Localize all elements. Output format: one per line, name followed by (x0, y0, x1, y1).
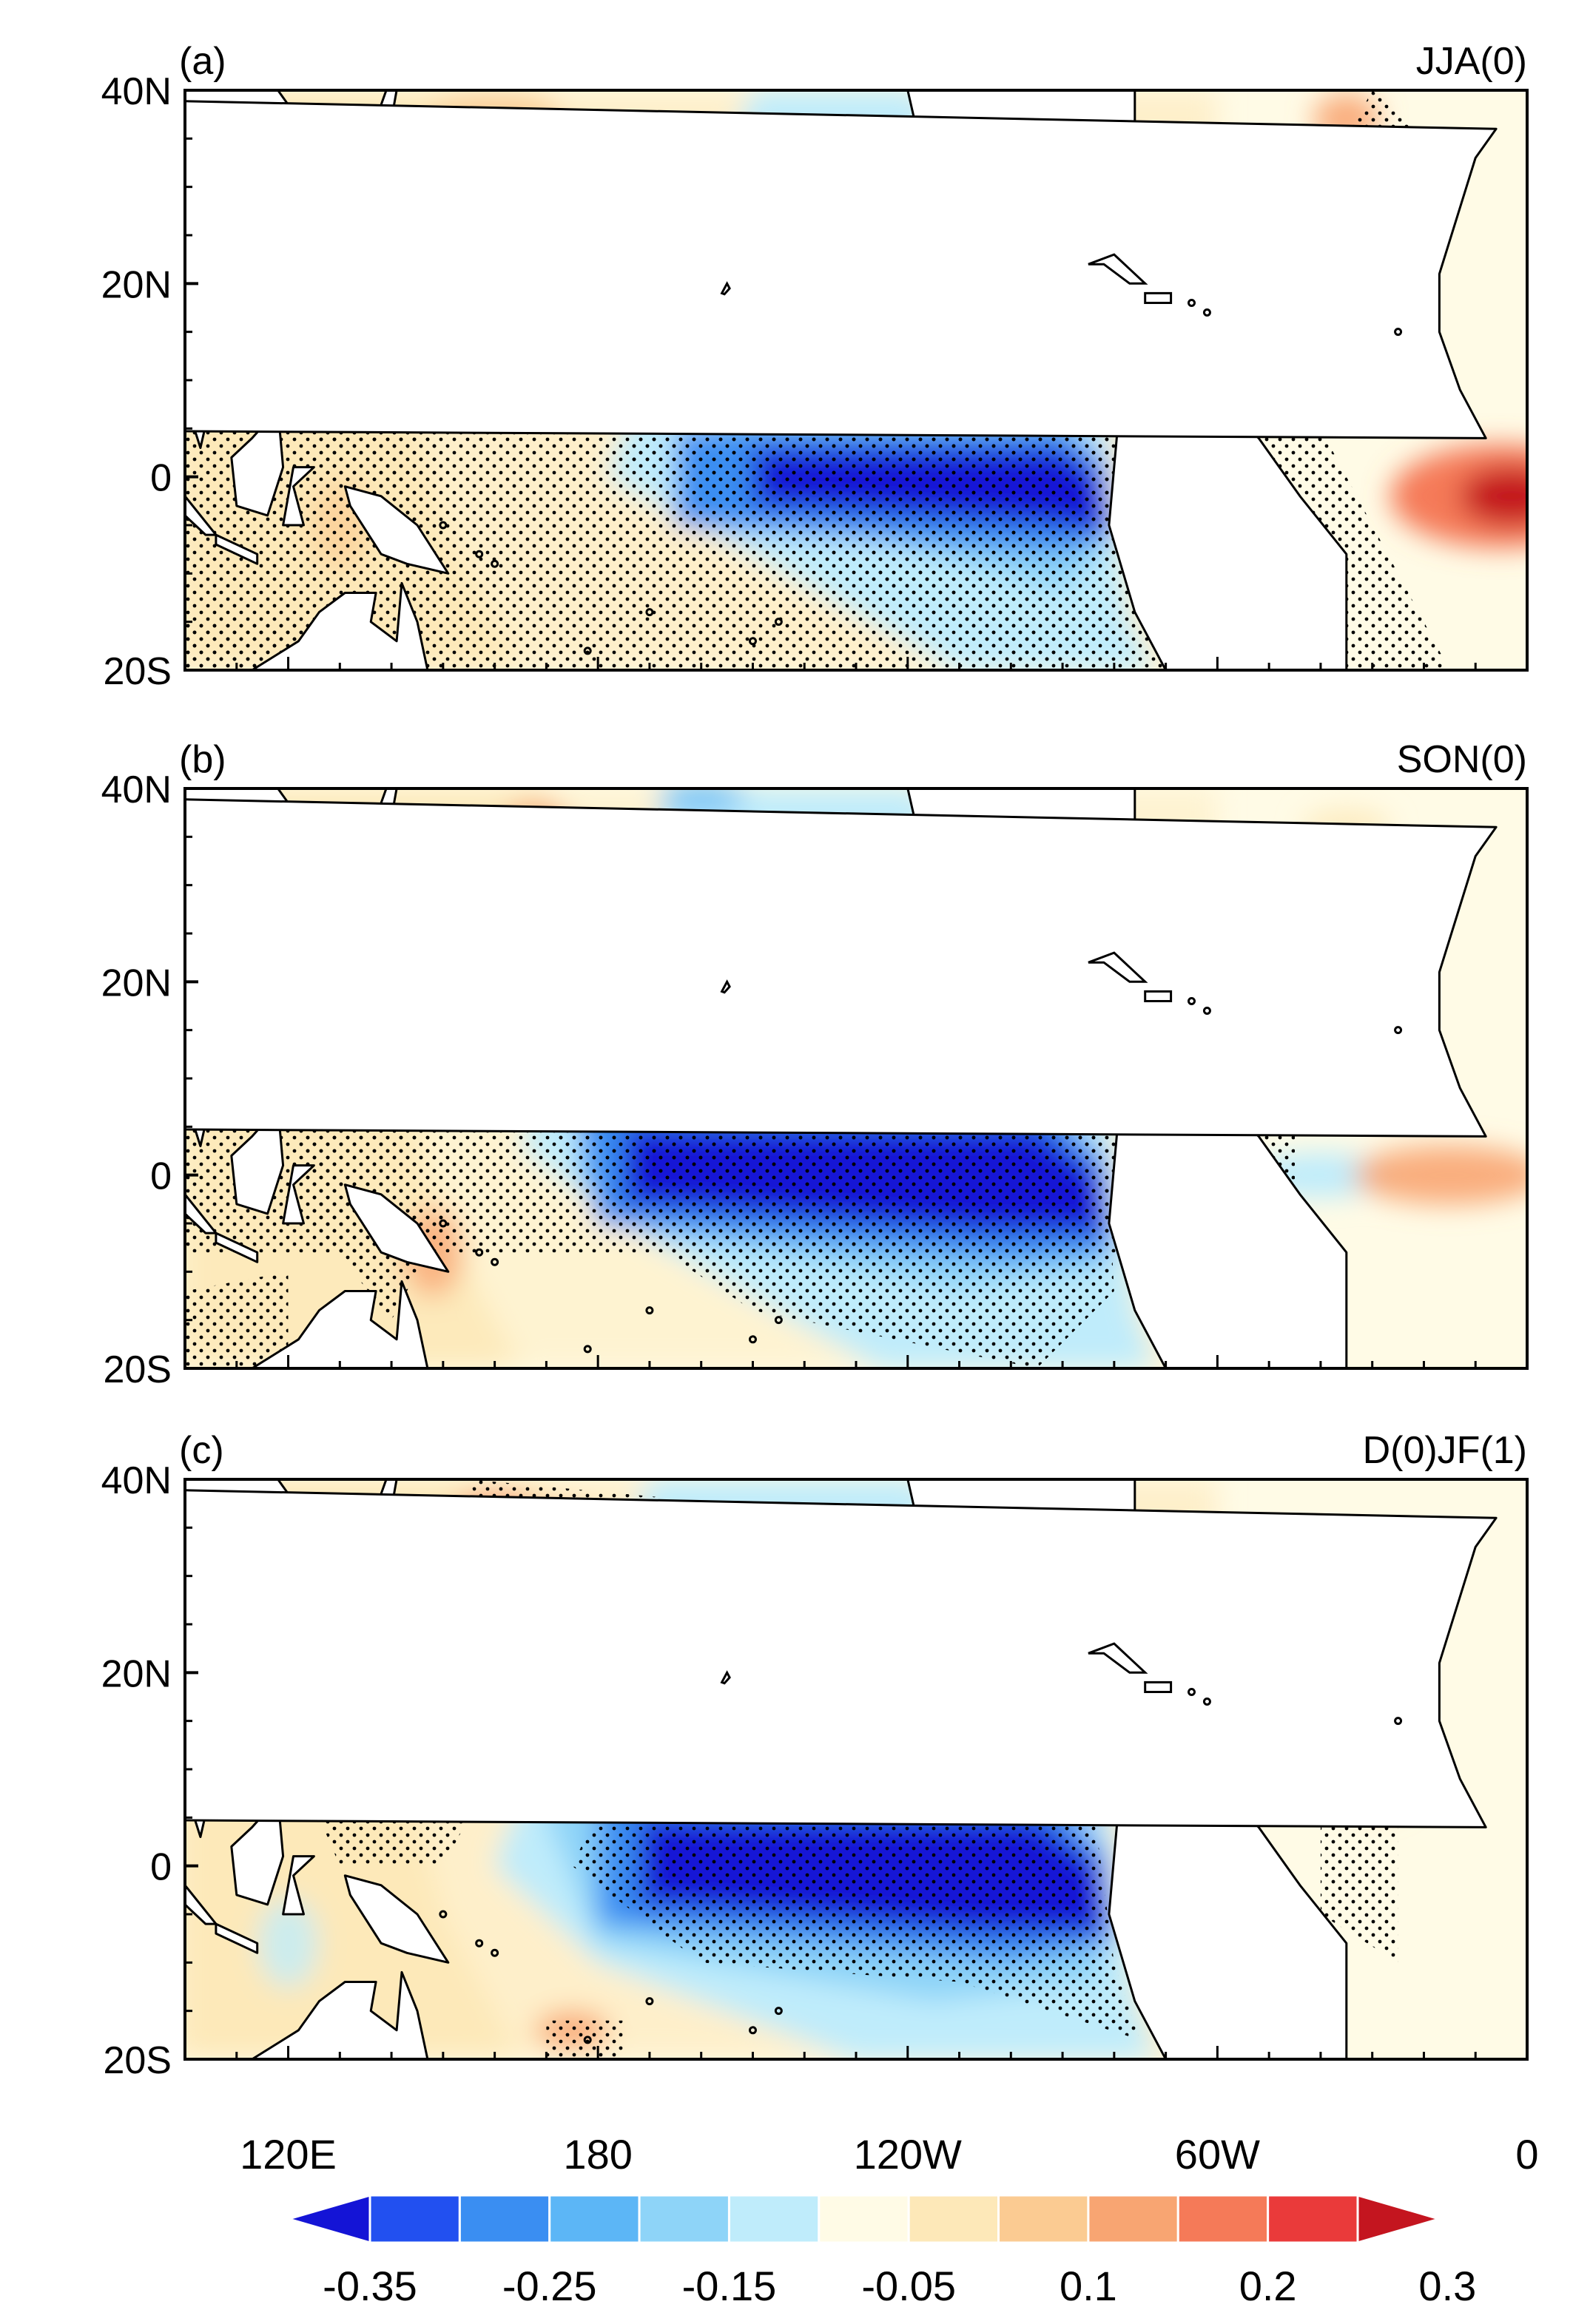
land-mask (185, 1479, 1498, 2059)
lat-label: 20S (103, 2039, 172, 2082)
colorbar-max-arrow (1356, 2194, 1444, 2244)
colorbar-label: -0.15 (682, 2263, 777, 2309)
colorbar-swatch (458, 2194, 551, 2244)
lat-label: 20N (101, 263, 172, 306)
season-label: D(0)JF(1) (1363, 1429, 1527, 1472)
colorbar-swatch (1087, 2194, 1179, 2244)
lat-label: 0 (150, 457, 172, 500)
colorbar-swatch (1267, 2194, 1359, 2244)
anomaly-field (185, 788, 1527, 1368)
colorbar-min-arrow (284, 2194, 371, 2244)
colorbar-swatch (818, 2194, 910, 2244)
lat-label: 0 (150, 1155, 172, 1198)
panel-tag: (c) (179, 1429, 224, 1472)
lat-label: 40N (101, 769, 172, 811)
anomaly-field (185, 90, 1527, 670)
lat-label: 0 (150, 1846, 172, 1889)
lon-label: 180 (563, 2131, 632, 2178)
lon-label: 0 (1515, 2131, 1538, 2178)
colorbar-label: 0.2 (1239, 2263, 1297, 2309)
lon-label: 120W (854, 2131, 962, 2178)
map-panel-c: (c) D(0)JF(1) 40N 20N 0 20S (101, 1429, 1529, 2082)
lat-label: 40N (101, 70, 172, 113)
colorbar-label: -0.25 (502, 2263, 597, 2309)
panel-tag: (a) (179, 40, 226, 83)
land-mask (185, 788, 1498, 1368)
lat-label: 20S (103, 1348, 172, 1391)
map-panel-b: (b) SON(0) 40N 20N 0 20S (101, 738, 1529, 1391)
longitude-axis: 120E 180 120W 60W 0 (240, 2131, 1538, 2178)
colorbar-label: -0.35 (323, 2263, 417, 2309)
colorbar-swatch (1176, 2194, 1270, 2244)
colorbar-swatch (638, 2194, 730, 2244)
colorbar: -0.35 -0.25 -0.15 -0.05 0.1 0.2 0.3 (284, 2194, 1476, 2309)
colorbar-label: -0.05 (861, 2263, 956, 2309)
colorbar-swatch (997, 2194, 1090, 2244)
colorbar-label: 0.3 (1418, 2263, 1476, 2309)
map-panel-a: (a) JJA(0) 40N 20N 0 20S (101, 40, 1529, 693)
colorbar-label: 0.1 (1060, 2263, 1117, 2309)
lat-label: 20N (101, 1652, 172, 1695)
land-mask (185, 90, 1498, 670)
lat-label: 20N (101, 962, 172, 1004)
colorbar-swatch (548, 2194, 641, 2244)
season-label: SON(0) (1397, 738, 1527, 781)
lon-label: 120E (240, 2131, 337, 2178)
lon-label: 60W (1175, 2131, 1260, 2178)
colorbar-swatch (727, 2194, 821, 2244)
anomaly-field (185, 1479, 1527, 2059)
colorbar-swatch (907, 2194, 1000, 2244)
lat-label: 20S (103, 650, 172, 693)
panel-tag: (b) (179, 738, 226, 781)
lat-label: 40N (101, 1459, 172, 1502)
colorbar-swatch (368, 2194, 461, 2244)
season-label: JJA(0) (1416, 40, 1527, 83)
